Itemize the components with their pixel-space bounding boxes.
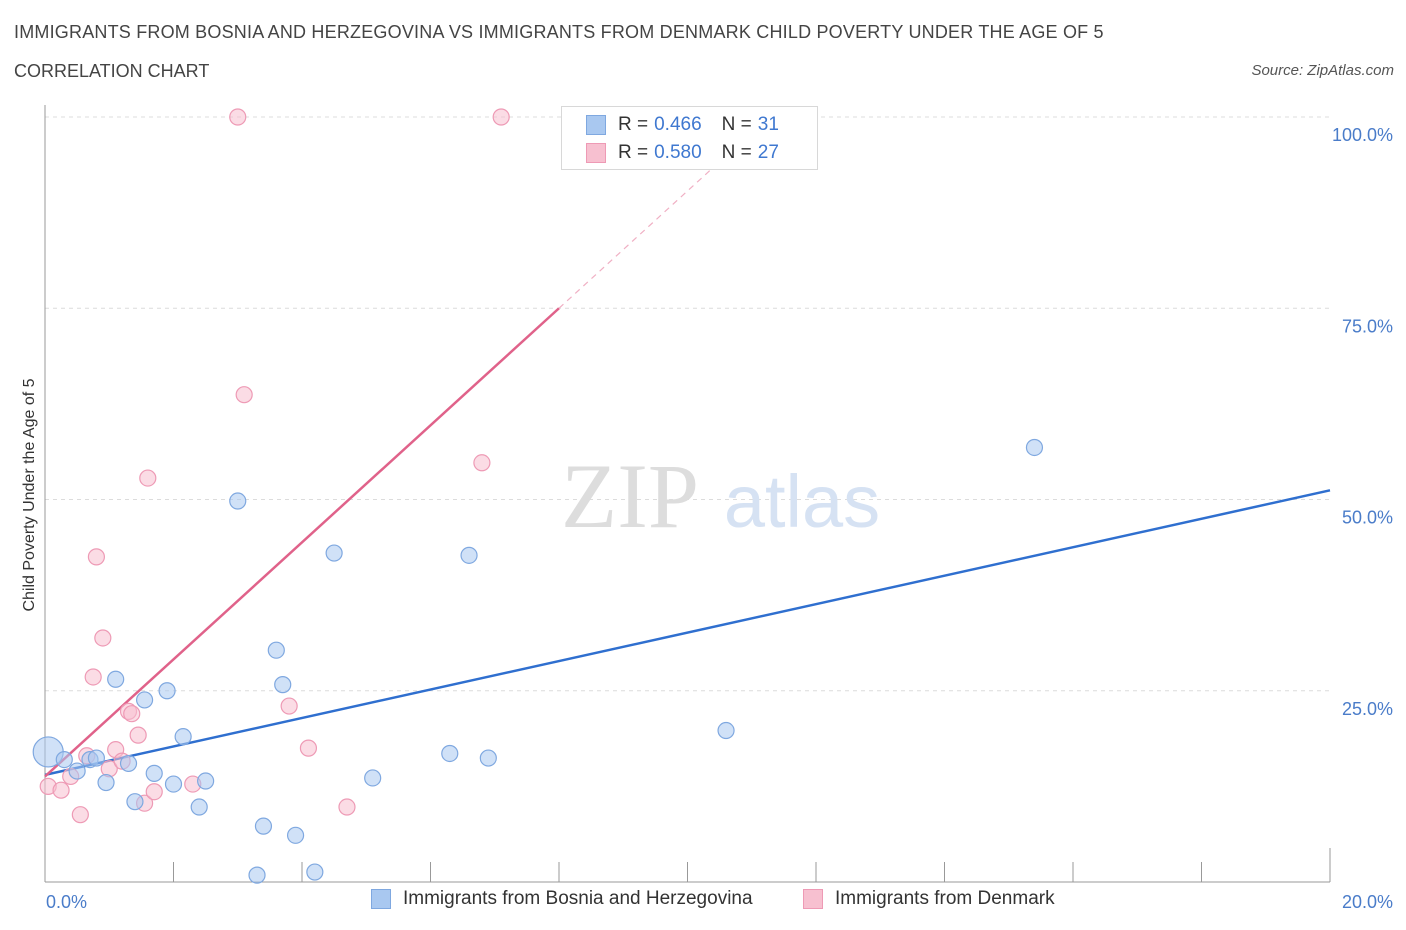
bottom-legend-swatch-denmark (803, 889, 823, 909)
legend-r-label: R = (618, 142, 649, 163)
legend-row-denmark: R = 0.580 N = 27 (586, 141, 779, 165)
bosnia-point (164, 775, 183, 793)
denmark-point (299, 739, 318, 757)
y-tick-label: 100.0% (1332, 125, 1393, 145)
bosnia-point (364, 769, 382, 787)
legend-r-value-denmark: 0.580 (654, 142, 702, 163)
x-tick-label: 20.0% (1342, 892, 1393, 912)
bosnia-point (87, 749, 106, 767)
bosnia-point (119, 754, 138, 773)
bosnia-point (254, 817, 273, 835)
bosnia-point (55, 750, 73, 769)
x-tick-label: 0.0% (46, 892, 87, 912)
bosnia-point (479, 749, 497, 767)
denmark-point (235, 386, 253, 404)
bosnia-point (135, 691, 154, 709)
watermark-atlas: atlas (724, 460, 880, 543)
bottom-legend-denmark: Immigrants from Denmark (803, 888, 1055, 910)
legend-r-label: R = (618, 114, 649, 135)
denmark-point (473, 454, 491, 472)
legend-swatch-bosnia (586, 115, 606, 135)
denmark-point (492, 108, 510, 126)
watermark: ZIP atlas (561, 445, 880, 547)
bosnia-point (97, 773, 115, 792)
denmark-point (129, 726, 147, 744)
denmark-point (229, 108, 247, 126)
bottom-legend-bosnia: Immigrants from Bosnia and Herzegovina (371, 888, 753, 910)
trend-lines (44, 131, 1331, 778)
denmark-point (123, 705, 141, 723)
bosnia-point (286, 826, 305, 844)
bosnia-point (274, 676, 292, 694)
legend-row-bosnia: R = 0.466 N = 31 (586, 113, 779, 137)
bosnia-point (107, 670, 125, 688)
axis-labels: Child Poverty Under the Age of 5 25.0% 50… (21, 125, 1393, 912)
bosnia-point (126, 793, 144, 811)
source-label: Source: ZipAtlas.com (1251, 62, 1394, 79)
denmark-point (52, 781, 70, 799)
bosnia-point (68, 762, 86, 780)
bosnia-trend-line (44, 489, 1331, 777)
bosnia-point (229, 492, 247, 510)
denmark-point (87, 548, 106, 566)
y-axis-label: Child Poverty Under the Age of 5 (21, 378, 38, 611)
legend-n-label: N = (721, 142, 752, 163)
legend-n-label: N = (721, 114, 752, 135)
correlation-legend: R = 0.466 N = 31 R = 0.580 N = 27 (561, 106, 818, 170)
bosnia-point (248, 866, 266, 884)
bosnia-point (1025, 438, 1044, 457)
bosnia-point (325, 544, 343, 562)
denmark-point (94, 629, 112, 647)
bottom-legend-swatch-bosnia (371, 889, 391, 909)
y-tick-label: 75.0% (1342, 316, 1393, 336)
bosnia-point (460, 546, 478, 564)
y-tick-label: 25.0% (1342, 699, 1393, 719)
legend-swatch-denmark (586, 143, 606, 163)
denmark-point (280, 697, 298, 715)
denmark-point (145, 783, 163, 801)
denmark-trend-line (44, 307, 560, 778)
legend-n-value-denmark: 27 (757, 142, 779, 163)
bottom-legend-label-denmark: Immigrants from Denmark (835, 888, 1055, 909)
bosnia-point (190, 798, 208, 816)
watermark-zip: ZIP (561, 445, 699, 547)
chart-subtitle: CORRELATION CHART (14, 61, 210, 81)
legend-n-value-bosnia: 31 (757, 114, 779, 135)
legend-r-value-bosnia: 0.466 (654, 114, 702, 135)
bosnia-point (441, 744, 459, 763)
bottom-legend-label-bosnia: Immigrants from Bosnia and Herzegovina (403, 888, 753, 909)
bosnia-point (174, 728, 192, 746)
data-points (32, 108, 1044, 884)
bosnia-point (306, 863, 324, 881)
denmark-point (338, 798, 356, 816)
chart-title: IMMIGRANTS FROM BOSNIA AND HERZEGOVINA V… (14, 22, 1104, 42)
bosnia-point (267, 641, 285, 659)
bosnia-point (145, 764, 163, 782)
bosnia-point (717, 721, 735, 740)
bosnia-point (197, 772, 215, 790)
denmark-point (139, 469, 157, 487)
denmark-point (84, 668, 102, 686)
y-tick-label: 50.0% (1342, 508, 1393, 528)
bosnia-point (158, 682, 176, 700)
grid-lines (45, 116, 1330, 692)
denmark-point (71, 806, 89, 824)
